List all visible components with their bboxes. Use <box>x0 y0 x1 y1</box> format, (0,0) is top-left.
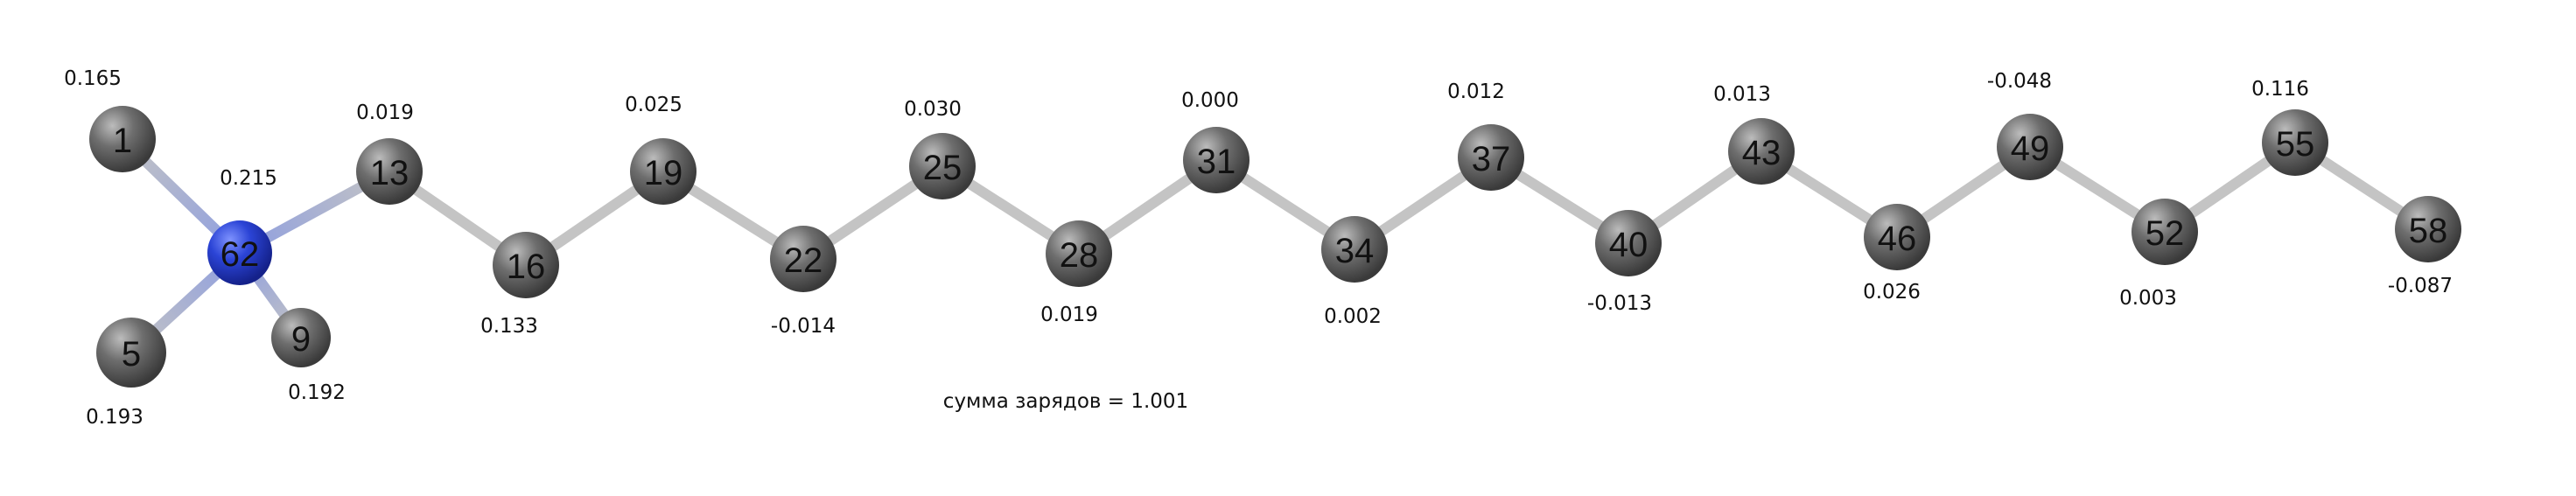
atom-9[interactable]: 9 <box>271 308 331 367</box>
atom-25[interactable]: 25 <box>909 133 976 199</box>
atom-52[interactable]: 52 <box>2132 199 2198 265</box>
atom-sphere <box>356 138 423 205</box>
charges-layer: 0.165 0.193 0.192 0.215 0.019 0.133 0.025 -0.01… <box>64 67 2453 429</box>
atom-sphere <box>630 138 696 205</box>
atom-sphere <box>2132 199 2198 265</box>
charge-label-5: 0.193 <box>86 406 144 429</box>
atom-28[interactable]: 28 <box>1046 220 1112 287</box>
bonds-layer <box>117 134 2433 358</box>
atom-sphere <box>2262 109 2328 176</box>
atom-31[interactable]: 31 <box>1183 127 1250 193</box>
atom-number-label: 55 <box>2276 125 2315 164</box>
atom-number-label: 19 <box>644 154 683 192</box>
atom-46[interactable]: 46 <box>1864 204 1930 270</box>
atom-number-label: 5 <box>122 335 141 374</box>
charge-label-55: 0.116 <box>2251 78 2309 101</box>
atom-34[interactable]: 34 <box>1321 216 1388 283</box>
atom-number-label: 43 <box>1742 134 1782 172</box>
atom-sphere <box>96 318 166 388</box>
atom-sphere <box>493 232 559 298</box>
atom-58[interactable]: 58 <box>2395 196 2461 262</box>
charge-label-52: 0.003 <box>2119 287 2177 310</box>
atom-62[interactable]: 62 <box>207 220 272 285</box>
atom-sphere <box>89 106 156 172</box>
atom-sphere <box>1183 127 1250 193</box>
atom-sphere <box>271 308 331 367</box>
atom-number-label: 25 <box>923 149 962 187</box>
atom-13[interactable]: 13 <box>356 138 423 205</box>
atom-number-label: 52 <box>2146 214 2185 253</box>
charge-label-40: -0.013 <box>1587 292 1652 315</box>
atom-sphere <box>1595 210 1662 276</box>
atom-1[interactable]: 1 <box>89 106 156 172</box>
atom-22[interactable]: 22 <box>770 226 836 292</box>
charge-label-25: 0.030 <box>904 98 962 121</box>
atom-55[interactable]: 55 <box>2262 109 2328 176</box>
atom-sphere <box>1728 118 1795 185</box>
atom-number-label: 31 <box>1197 143 1236 181</box>
atom-sphere <box>1997 114 2063 180</box>
charge-label-34: 0.002 <box>1324 305 1382 328</box>
charge-label-22: -0.014 <box>771 315 836 338</box>
atom-sphere <box>770 226 836 292</box>
atom-sphere <box>1458 124 1524 191</box>
charge-label-28: 0.019 <box>1040 304 1098 326</box>
atom-number-label: 40 <box>1609 226 1648 264</box>
atom-number-label: 37 <box>1472 140 1511 178</box>
atom-number-label: 58 <box>2409 212 2448 250</box>
atom-sphere <box>909 133 976 199</box>
atom-number-label: 34 <box>1335 232 1375 270</box>
charge-label-9: 0.192 <box>288 381 346 404</box>
charge-label-49: -0.048 <box>1987 70 2052 93</box>
atom-number-label: 49 <box>2011 129 2050 168</box>
charge-label-43: 0.013 <box>1713 83 1771 106</box>
atoms-layer: 1 5 9 62 13 16 19 22 25 28 31 34 37 40 43 46 49 52 55 58 <box>89 106 2461 388</box>
atom-number-label: 46 <box>1878 220 1917 258</box>
atom-sphere <box>1321 216 1388 283</box>
charge-label-58: -0.087 <box>2388 275 2453 297</box>
charge-label-31: 0.000 <box>1181 89 1239 112</box>
atom-16[interactable]: 16 <box>493 232 559 298</box>
atom-number-label: 13 <box>370 154 410 192</box>
atom-5[interactable]: 5 <box>96 318 166 388</box>
atom-number-label: 9 <box>291 320 311 359</box>
atom-sphere <box>207 220 272 285</box>
atom-49[interactable]: 49 <box>1997 114 2063 180</box>
atom-37[interactable]: 37 <box>1458 124 1524 191</box>
atom-19[interactable]: 19 <box>630 138 696 205</box>
charge-label-13: 0.019 <box>356 101 414 124</box>
atom-40[interactable]: 40 <box>1595 210 1662 276</box>
atom-sphere <box>1864 204 1930 270</box>
atom-sphere <box>2395 196 2461 262</box>
atom-number-label: 28 <box>1060 236 1099 275</box>
charge-sum-label: сумма зарядов = 1.001 <box>943 390 1188 413</box>
atom-number-label: 22 <box>784 241 823 280</box>
charge-label-16: 0.133 <box>480 315 538 338</box>
atom-43[interactable]: 43 <box>1728 118 1795 185</box>
charge-label-37: 0.012 <box>1447 80 1505 103</box>
atom-sphere <box>1046 220 1112 287</box>
charge-label-1: 0.165 <box>64 67 122 90</box>
atom-number-label: 16 <box>507 248 546 286</box>
charge-label-19: 0.025 <box>625 94 682 116</box>
charge-label-62: 0.215 <box>220 167 277 190</box>
atom-number-label: 1 <box>113 122 132 160</box>
atom-number-label: 62 <box>220 235 260 274</box>
charge-label-46: 0.026 <box>1863 281 1921 304</box>
